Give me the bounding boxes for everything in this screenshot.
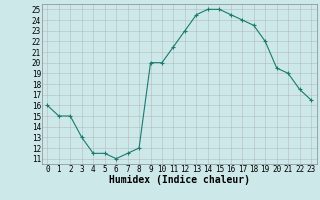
X-axis label: Humidex (Indice chaleur): Humidex (Indice chaleur) [109,175,250,185]
